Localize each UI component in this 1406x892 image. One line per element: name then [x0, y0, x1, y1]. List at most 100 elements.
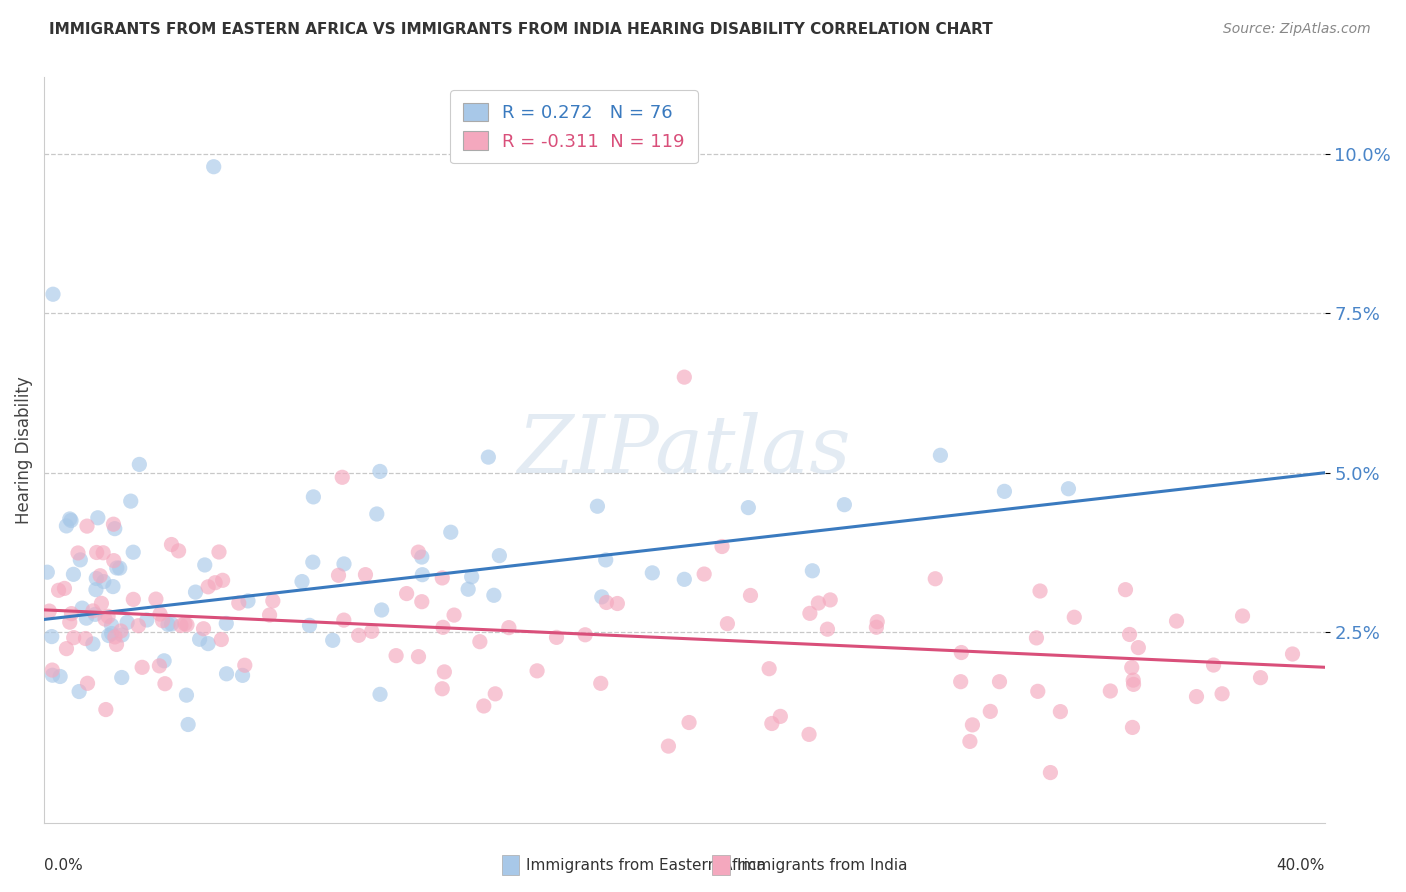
Point [62, 631, 84, 645]
Point [55, 641, 77, 656]
Point [498, 621, 520, 635]
Point [156, 617, 179, 632]
Point [1122, 673, 1144, 687]
Point [103, 554, 125, 568]
Point [41, 630, 63, 644]
Point [834, 498, 856, 512]
Point [160, 537, 183, 551]
Point [988, 674, 1011, 689]
Point [370, 603, 392, 617]
Point [38, 604, 60, 618]
Point [328, 568, 350, 582]
Point [233, 658, 256, 673]
Text: 0.0%: 0.0% [44, 858, 83, 872]
Y-axis label: Hearing Disability: Hearing Disability [15, 376, 32, 524]
Point [1122, 677, 1144, 691]
Point [59, 514, 82, 528]
Point [1039, 765, 1062, 780]
Point [432, 681, 454, 696]
Point [1281, 647, 1303, 661]
Point [232, 668, 254, 682]
Point [761, 716, 783, 731]
Point [100, 626, 122, 640]
Point [111, 628, 134, 642]
Point [91, 546, 114, 560]
Point [589, 676, 612, 690]
Point [302, 490, 325, 504]
Point [48, 583, 70, 598]
Point [693, 567, 716, 582]
Point [488, 549, 510, 563]
Point [148, 658, 170, 673]
Point [94, 612, 117, 626]
Point [472, 698, 495, 713]
Point [105, 561, 128, 575]
Point [97, 628, 120, 642]
Point [1099, 684, 1122, 698]
Point [176, 617, 198, 632]
Point [408, 649, 430, 664]
Point [1029, 584, 1052, 599]
Point [188, 632, 211, 647]
Point [176, 688, 198, 702]
Point [236, 594, 259, 608]
Point [1025, 631, 1047, 645]
Point [100, 618, 122, 632]
Point [208, 545, 231, 559]
Point [468, 634, 491, 648]
Point [101, 580, 124, 594]
Point [716, 616, 738, 631]
Point [801, 564, 824, 578]
Point [641, 566, 664, 580]
Point [59, 615, 82, 630]
Point [979, 705, 1001, 719]
Point [291, 574, 314, 589]
Point [84, 607, 107, 622]
Point [69, 553, 91, 567]
Point [959, 734, 981, 748]
Point [758, 662, 780, 676]
Point [526, 664, 548, 678]
Point [170, 618, 193, 632]
Point [1121, 721, 1143, 735]
Point [76, 519, 98, 533]
Point [193, 622, 215, 636]
Point [411, 550, 433, 565]
Point [173, 616, 195, 631]
Point [103, 517, 125, 532]
Point [1166, 614, 1188, 628]
Point [1128, 640, 1150, 655]
Point [228, 596, 250, 610]
Point [993, 484, 1015, 499]
Point [330, 470, 353, 484]
Point [67, 684, 90, 698]
Point [457, 582, 479, 597]
Point [42, 287, 65, 301]
Point [395, 586, 418, 600]
Text: Immigrants from India: Immigrants from India [737, 858, 908, 872]
Point [209, 632, 232, 647]
Point [215, 666, 238, 681]
Point [484, 687, 506, 701]
Point [82, 637, 104, 651]
Text: ZIPatlas: ZIPatlas [517, 412, 851, 489]
Point [62, 567, 84, 582]
Point [1121, 660, 1143, 674]
Point [574, 628, 596, 642]
Point [41, 668, 63, 682]
Point [131, 660, 153, 674]
Point [460, 570, 482, 584]
Point [60, 607, 83, 621]
Text: Immigrants from Eastern Africa: Immigrants from Eastern Africa [526, 858, 766, 872]
Point [411, 567, 433, 582]
Point [211, 574, 233, 588]
Point [477, 450, 499, 464]
Point [105, 637, 128, 651]
Point [122, 545, 145, 559]
Point [347, 628, 370, 642]
Point [93, 574, 115, 589]
Point [408, 545, 430, 559]
Point [70, 601, 93, 615]
Point [482, 588, 505, 602]
Point [929, 448, 952, 462]
